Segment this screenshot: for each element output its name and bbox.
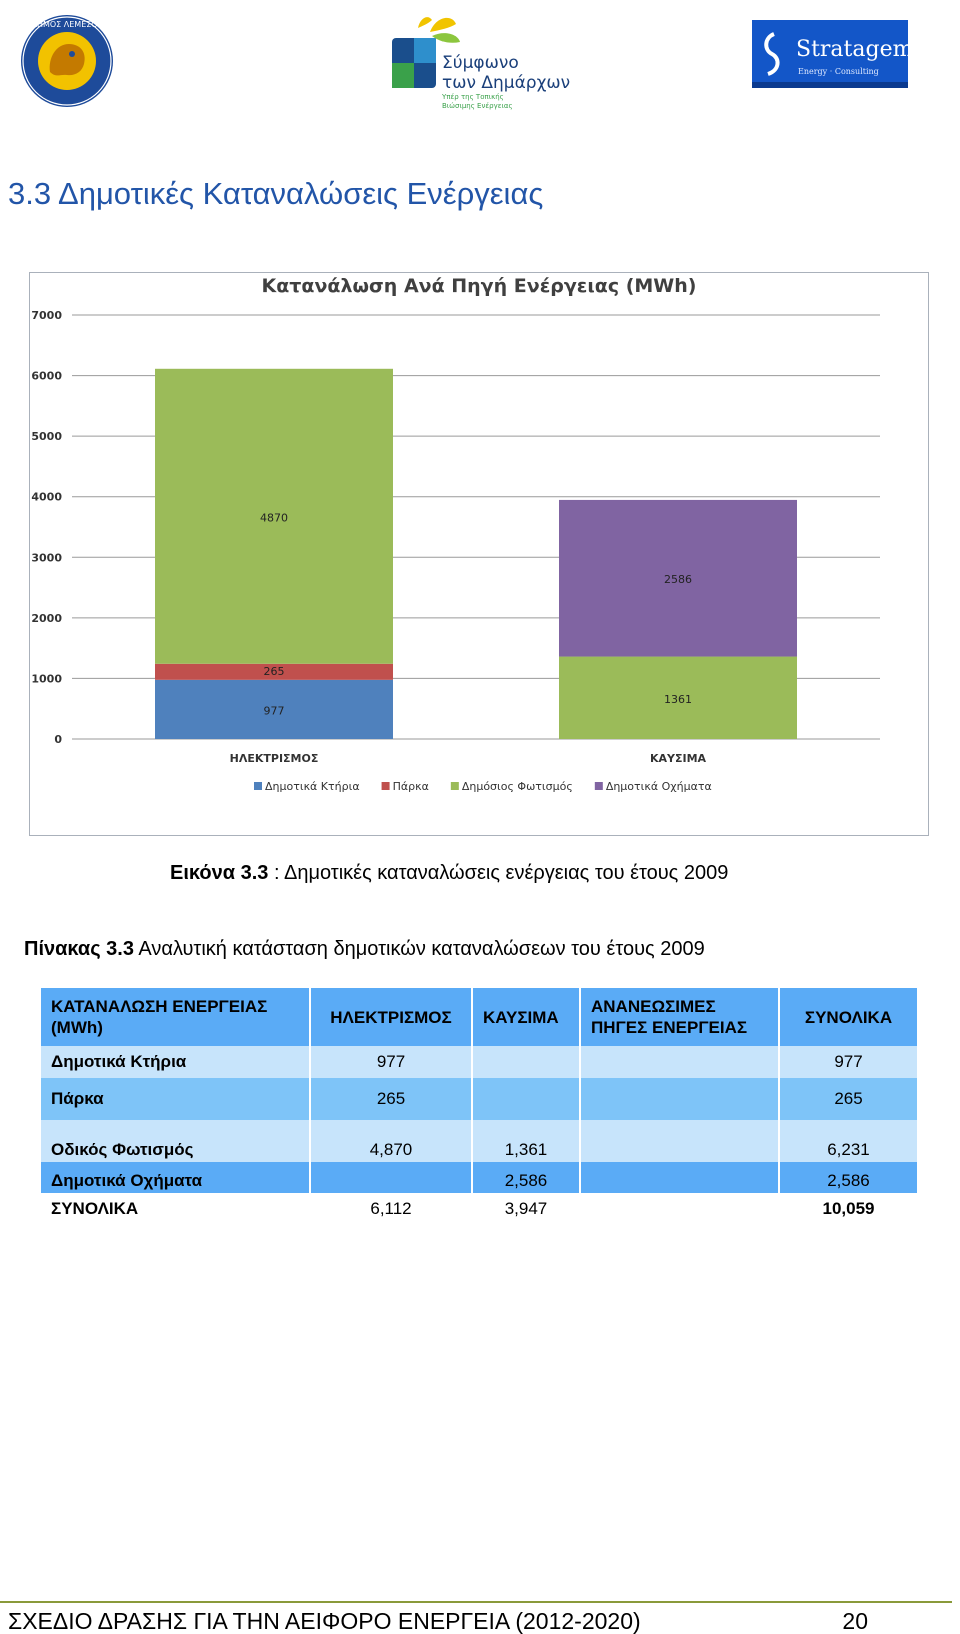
table-row: Πάρκα 265 265 [41, 1078, 917, 1120]
chart-title: Κατανάλωση Ανά Πηγή Ενέργειας (MWh) [262, 275, 697, 297]
header-cell: ΣΥΝΟΛΙΚΑ [779, 988, 917, 1046]
table-cell: 6,231 [779, 1120, 917, 1162]
table-caption-text: Αναλυτική κατάσταση δημοτικών καταναλώσε… [133, 938, 705, 960]
table-cell [580, 1120, 780, 1162]
data-label: 4870 [260, 511, 288, 524]
bar-segment [559, 656, 797, 739]
y-tick-label: 1000 [31, 672, 62, 685]
table-caption-label: Πίνακας 3.3 [24, 938, 134, 960]
row-label: Οδικός Φωτισμός [41, 1120, 311, 1162]
legend-entry: Δημόσιος Φωτισμός [462, 780, 573, 793]
header-cell: ΚΑΥΣΙΜΑ [472, 988, 581, 1046]
table-row: Οδικός Φωτισμός 4,870 1,361 6,231 [41, 1120, 917, 1162]
stratagem-logo: Stratagem Energy · Consulting [752, 20, 914, 88]
y-tick-label: 7000 [31, 309, 62, 322]
chart-svg: Κατανάλωση Ανά Πηγή Ενέργειας (MWh) 0 1000… [31, 275, 880, 793]
figure-caption: Εικόνα 3.3 : Δημοτικές καταναλώσεις ενέρ… [170, 862, 728, 885]
header-cell: ΗΛΕΚΤΡΙΣΜΟΣ [310, 988, 473, 1046]
table-cell [310, 1162, 473, 1193]
legend-entry: Δημοτικά Κτήρια [265, 780, 360, 793]
footer-divider [0, 1601, 952, 1603]
table-cell [580, 1078, 780, 1120]
table-cell [472, 1078, 581, 1120]
data-label: 265 [264, 665, 285, 678]
x-category-label: ΗΛΕΚΤΡΙΣΜΟΣ [230, 752, 319, 765]
logo-text-top: ΔΗΜΟΣ ΛΕΜΕΣΟΥ [31, 20, 102, 29]
row-label: Δημοτικά Οχήματα [41, 1162, 311, 1193]
logo-tagline: Energy · Consulting [798, 67, 879, 76]
legend-entry: Δημοτικά Οχήματα [606, 780, 712, 793]
consumption-chart: Κατανάλωση Ανά Πηγή Ενέργειας (MWh) 0 1000… [29, 272, 929, 836]
row-label: Πάρκα [41, 1078, 311, 1120]
section-title: 3.3 Δημοτικές Καταναλώσεις Ενέργειας [8, 176, 544, 211]
table-cell: 977 [779, 1046, 917, 1078]
table-cell: 6,112 [310, 1193, 473, 1225]
bar-segment [559, 499, 797, 657]
consumption-table: ΚΑΤΑΝΑΛΩΣΗ ΕΝΕΡΓΕΙΑΣ (MWh) ΗΛΕΚΤΡΙΣΜΟΣ Κ… [41, 988, 917, 1225]
table-cell: 265 [310, 1078, 473, 1120]
bar-segment [155, 663, 393, 680]
row-label: Δημοτικά Κτήρια [41, 1046, 311, 1078]
bar-segment [155, 368, 393, 664]
covenant-of-mayors-logo: Σύμφωνο των Δημάρχων Υπέρ της Τοπικής Βι… [392, 10, 572, 110]
data-label: 977 [264, 704, 285, 717]
municipality-logo: ΔΗΜΟΣ ΛΕΜΕΣΟΥ [20, 14, 114, 108]
table-cell [580, 1193, 780, 1225]
y-tick-label: 3000 [31, 551, 62, 564]
header-cell: ΚΑΤΑΝΑΛΩΣΗ ΕΝΕΡΓΕΙΑΣ (MWh) [41, 988, 311, 1046]
logo-line3: Υπέρ της Τοπικής [441, 93, 504, 101]
x-category-label: ΚΑΥΣΙΜΑ [650, 752, 707, 765]
header-cell: ΑΝΑΝΕΩΣΙΜΕΣ ΠΗΓΕΣ ΕΝΕΡΓΕΙΑΣ [580, 988, 780, 1046]
bar-segment [155, 679, 393, 739]
y-tick-label: 4000 [31, 491, 62, 504]
figure-caption-label: Εικόνα 3.3 [170, 862, 269, 884]
table-cell-grand-total: 10,059 [779, 1193, 917, 1225]
logo-line4: Βιώσιμης Ενέργειας [442, 102, 513, 110]
legend-swatch [254, 782, 262, 790]
legend-swatch [594, 782, 603, 790]
legend-entry: Πάρκα [393, 780, 429, 793]
table-cell: 4,870 [310, 1120, 473, 1162]
table-cell [580, 1162, 780, 1193]
table-cell [580, 1046, 780, 1078]
table-caption: Πίνακας 3.3 Αναλυτική κατάσταση δημοτικώ… [24, 938, 705, 961]
table-header-row: ΚΑΤΑΝΑΛΩΣΗ ΕΝΕΡΓΕΙΑΣ (MWh) ΗΛΕΚΤΡΙΣΜΟΣ Κ… [41, 988, 917, 1046]
footer-title: ΣΧΕΔΙΟ ΔΡΑΣΗΣ ΓΙΑ ΤΗΝ ΑΕΙΦΟΡΟ ΕΝΕΡΓΕΙΑ (… [8, 1608, 641, 1634]
row-label: ΣΥΝΟΛΙΚΑ [41, 1193, 311, 1225]
legend-swatch [381, 782, 390, 790]
y-tick-label: 6000 [31, 370, 62, 383]
y-tick-label: 2000 [31, 612, 62, 625]
page-number: 20 [842, 1608, 868, 1634]
table-cell: 2,586 [472, 1162, 581, 1193]
table-cell: 977 [310, 1046, 473, 1078]
table-row: Δημοτικά Οχήματα 2,586 2,586 [41, 1162, 917, 1193]
y-tick-label: 0 [54, 733, 62, 746]
logo-line1: Σύμφωνο [442, 53, 519, 73]
table-row: Δημοτικά Κτήρια 977 977 [41, 1046, 917, 1078]
data-label: 1361 [664, 693, 692, 706]
legend-swatch [450, 782, 459, 790]
table-cell: 265 [779, 1078, 917, 1120]
figure-caption-text: : Δημοτικές καταναλώσεις ενέργειας του έ… [268, 862, 729, 884]
table-total-row: ΣΥΝΟΛΙΚΑ 6,112 3,947 10,059 [41, 1193, 917, 1225]
table-cell: 2,586 [779, 1162, 917, 1193]
logo-line2: των Δημάρχων [442, 73, 570, 93]
logo-company-name: Stratagem [796, 37, 908, 62]
table-cell: 3,947 [472, 1193, 581, 1225]
table-cell [472, 1046, 581, 1078]
table-cell: 1,361 [472, 1120, 581, 1162]
data-label: 2586 [664, 573, 692, 586]
y-tick-label: 5000 [31, 430, 62, 443]
